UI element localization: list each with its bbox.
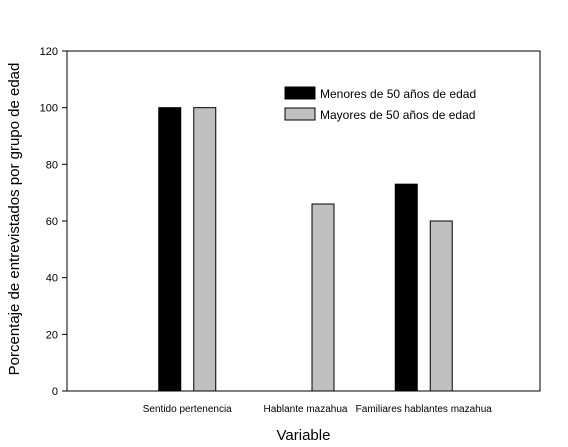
- x-axis-category-labels: Sentido pertenencia Hablante mazahua Famil…: [143, 404, 493, 415]
- plot-frame: [66, 50, 541, 392]
- x-category-label: Sentido pertenencia: [143, 404, 232, 415]
- y-tick-label: 120: [40, 46, 58, 58]
- y-tick-label: 20: [46, 329, 58, 341]
- x-category-label: Familiares hablantes mazahua: [356, 404, 493, 415]
- plot-area-border: [66, 50, 541, 392]
- y-axis-title: Porcentaje de entrevistados por grupo de…: [6, 63, 23, 376]
- y-tick-label: 100: [40, 103, 58, 115]
- y-axis-ticks: 0 20 40 60 80 100 120: [40, 46, 67, 398]
- legend-swatch-1: [284, 107, 316, 121]
- bars: [158, 107, 453, 392]
- bar-menores-2: [394, 183, 418, 392]
- bar-mayores-2: [429, 220, 453, 392]
- y-tick-label: 60: [46, 216, 58, 228]
- y-tick-label: 0: [52, 386, 58, 398]
- x-axis-title: Variable: [277, 427, 331, 444]
- legend-swatch-0: [284, 86, 316, 100]
- legend-label-1: Mayores de 50 años de edad: [320, 108, 475, 122]
- y-tick-label: 80: [46, 159, 58, 171]
- bar-menores-0: [158, 107, 182, 392]
- x-category-label: Hablante mazahua: [264, 404, 348, 415]
- bar-mayores-0: [193, 107, 217, 392]
- y-tick-label: 40: [46, 273, 58, 285]
- legend: Menores de 50 años de edad Mayores de 50 …: [284, 86, 476, 122]
- legend-label-0: Menores de 50 años de edad: [320, 87, 476, 101]
- bar-mayores-1: [311, 203, 335, 392]
